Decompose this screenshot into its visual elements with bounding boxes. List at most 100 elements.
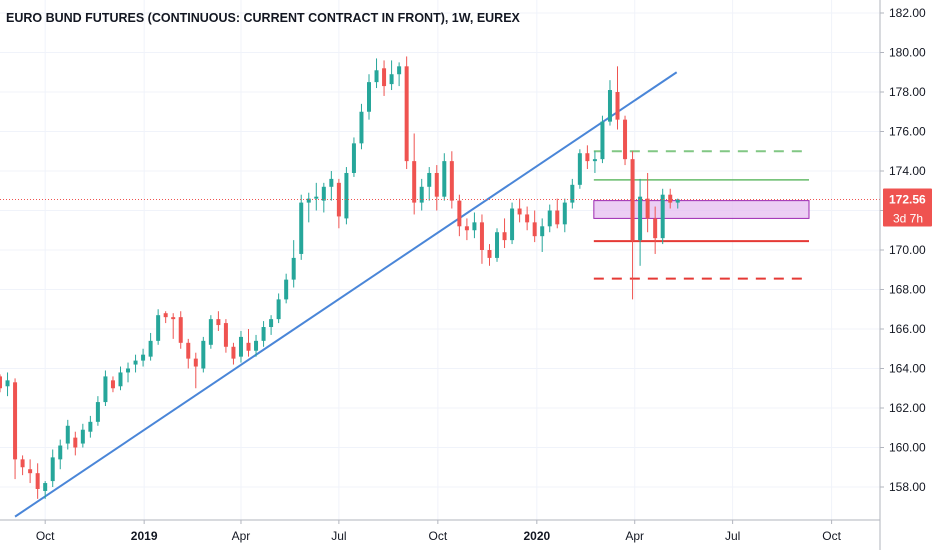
candle <box>555 198 560 229</box>
candle-body <box>299 202 304 254</box>
price-tick-label: 168.00 <box>889 283 926 297</box>
time-tick-label: Oct <box>429 529 448 543</box>
candle <box>299 194 304 260</box>
candle-body <box>321 186 326 201</box>
candle-body <box>231 346 236 359</box>
candle-body <box>73 437 78 448</box>
candle-body <box>555 210 560 225</box>
candle <box>201 336 206 373</box>
candle <box>0 374 2 393</box>
candle <box>449 151 454 209</box>
candle <box>223 319 228 353</box>
candle-body <box>419 186 424 203</box>
candle-body <box>208 319 213 345</box>
candle <box>133 354 138 373</box>
candle-body <box>0 376 2 389</box>
candle-body <box>201 340 206 369</box>
candle <box>254 334 259 357</box>
candle-body <box>254 340 259 351</box>
candle <box>668 188 673 209</box>
candle-body <box>525 214 530 223</box>
candle <box>148 332 153 361</box>
price-tick-label: 160.00 <box>889 441 926 455</box>
candle-body <box>638 196 643 241</box>
candle <box>50 449 55 487</box>
candle <box>570 178 575 209</box>
price-tick-label: 170.00 <box>889 243 926 257</box>
candle <box>382 60 387 96</box>
candle <box>186 338 191 369</box>
candle <box>562 198 567 233</box>
candle <box>464 218 469 241</box>
candle <box>80 423 85 448</box>
trend-line[interactable] <box>14 71 678 518</box>
candle <box>178 311 183 349</box>
last-price-label: 172.56 <box>889 192 926 206</box>
candle <box>479 214 484 264</box>
price-tick-label: 182.00 <box>889 6 926 20</box>
candle-body <box>457 200 462 227</box>
candle <box>65 419 70 450</box>
candle <box>171 313 176 339</box>
candle-body <box>284 279 289 300</box>
candle-body <box>359 111 364 144</box>
candle <box>216 311 221 331</box>
candle-body <box>246 342 251 351</box>
candle-body <box>479 222 484 250</box>
candle <box>645 172 650 233</box>
candle <box>58 439 63 470</box>
candle <box>276 293 281 324</box>
price-axis[interactable]: 158.00 160.00 162.00 164.00 166.00 168.00 170.… <box>880 6 926 494</box>
candle-body <box>570 184 575 203</box>
candle <box>261 321 266 347</box>
last-price-badge-bg <box>883 188 932 227</box>
time-tick-label: 2020 <box>523 529 550 543</box>
candle-body <box>487 250 492 258</box>
candle-body <box>95 402 100 422</box>
time-axis[interactable]: Oct 2019 Apr Jul Oct 2020 Apr Jul Oct <box>36 520 842 543</box>
candle-body <box>186 342 191 359</box>
candle <box>638 178 643 266</box>
candle <box>502 218 507 249</box>
candle <box>442 153 447 201</box>
candle-body <box>238 336 243 357</box>
candle <box>141 348 146 367</box>
candle <box>321 182 326 213</box>
candle-body <box>404 66 409 162</box>
candle <box>389 60 394 91</box>
time-tick-label: Oct <box>822 529 841 543</box>
candle-body <box>495 232 500 258</box>
candle-body <box>615 92 620 120</box>
time-tick-label: Jul <box>725 529 740 543</box>
time-tick-label: Apr <box>232 529 251 543</box>
price-tick-label: 164.00 <box>889 362 926 376</box>
price-tick-label: 158.00 <box>889 480 926 494</box>
candle-body <box>502 232 507 241</box>
candle-body <box>148 340 153 357</box>
time-tick-label: Jul <box>331 529 346 543</box>
candle <box>607 80 612 126</box>
candle <box>540 218 545 252</box>
candle-body <box>427 172 432 187</box>
candle <box>88 415 93 438</box>
candle-body <box>623 119 628 160</box>
price-tick-label: 166.00 <box>889 322 926 336</box>
candle <box>675 198 680 209</box>
candle-body <box>291 257 296 280</box>
candle <box>585 145 590 170</box>
candle <box>427 167 432 201</box>
candle-body <box>517 208 522 215</box>
candle <box>163 311 168 324</box>
candle <box>13 378 18 480</box>
candle-body <box>133 360 138 365</box>
candle-body <box>35 473 40 489</box>
candle-body <box>13 382 18 460</box>
candle-body <box>668 194 673 203</box>
candle-body <box>163 313 168 318</box>
price-zone-rectangle[interactable] <box>593 200 810 219</box>
candle <box>495 228 500 262</box>
candle-body <box>110 380 115 389</box>
